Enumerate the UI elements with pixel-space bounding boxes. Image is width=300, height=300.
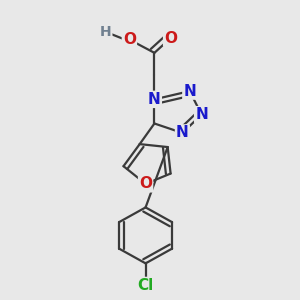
Text: O: O: [123, 32, 136, 47]
Text: Cl: Cl: [137, 278, 154, 293]
Text: N: N: [183, 84, 196, 99]
Text: O: O: [164, 31, 177, 46]
Text: H: H: [100, 25, 112, 39]
Text: N: N: [148, 92, 161, 107]
Text: N: N: [195, 107, 208, 122]
Text: N: N: [176, 125, 189, 140]
Text: O: O: [139, 176, 152, 191]
